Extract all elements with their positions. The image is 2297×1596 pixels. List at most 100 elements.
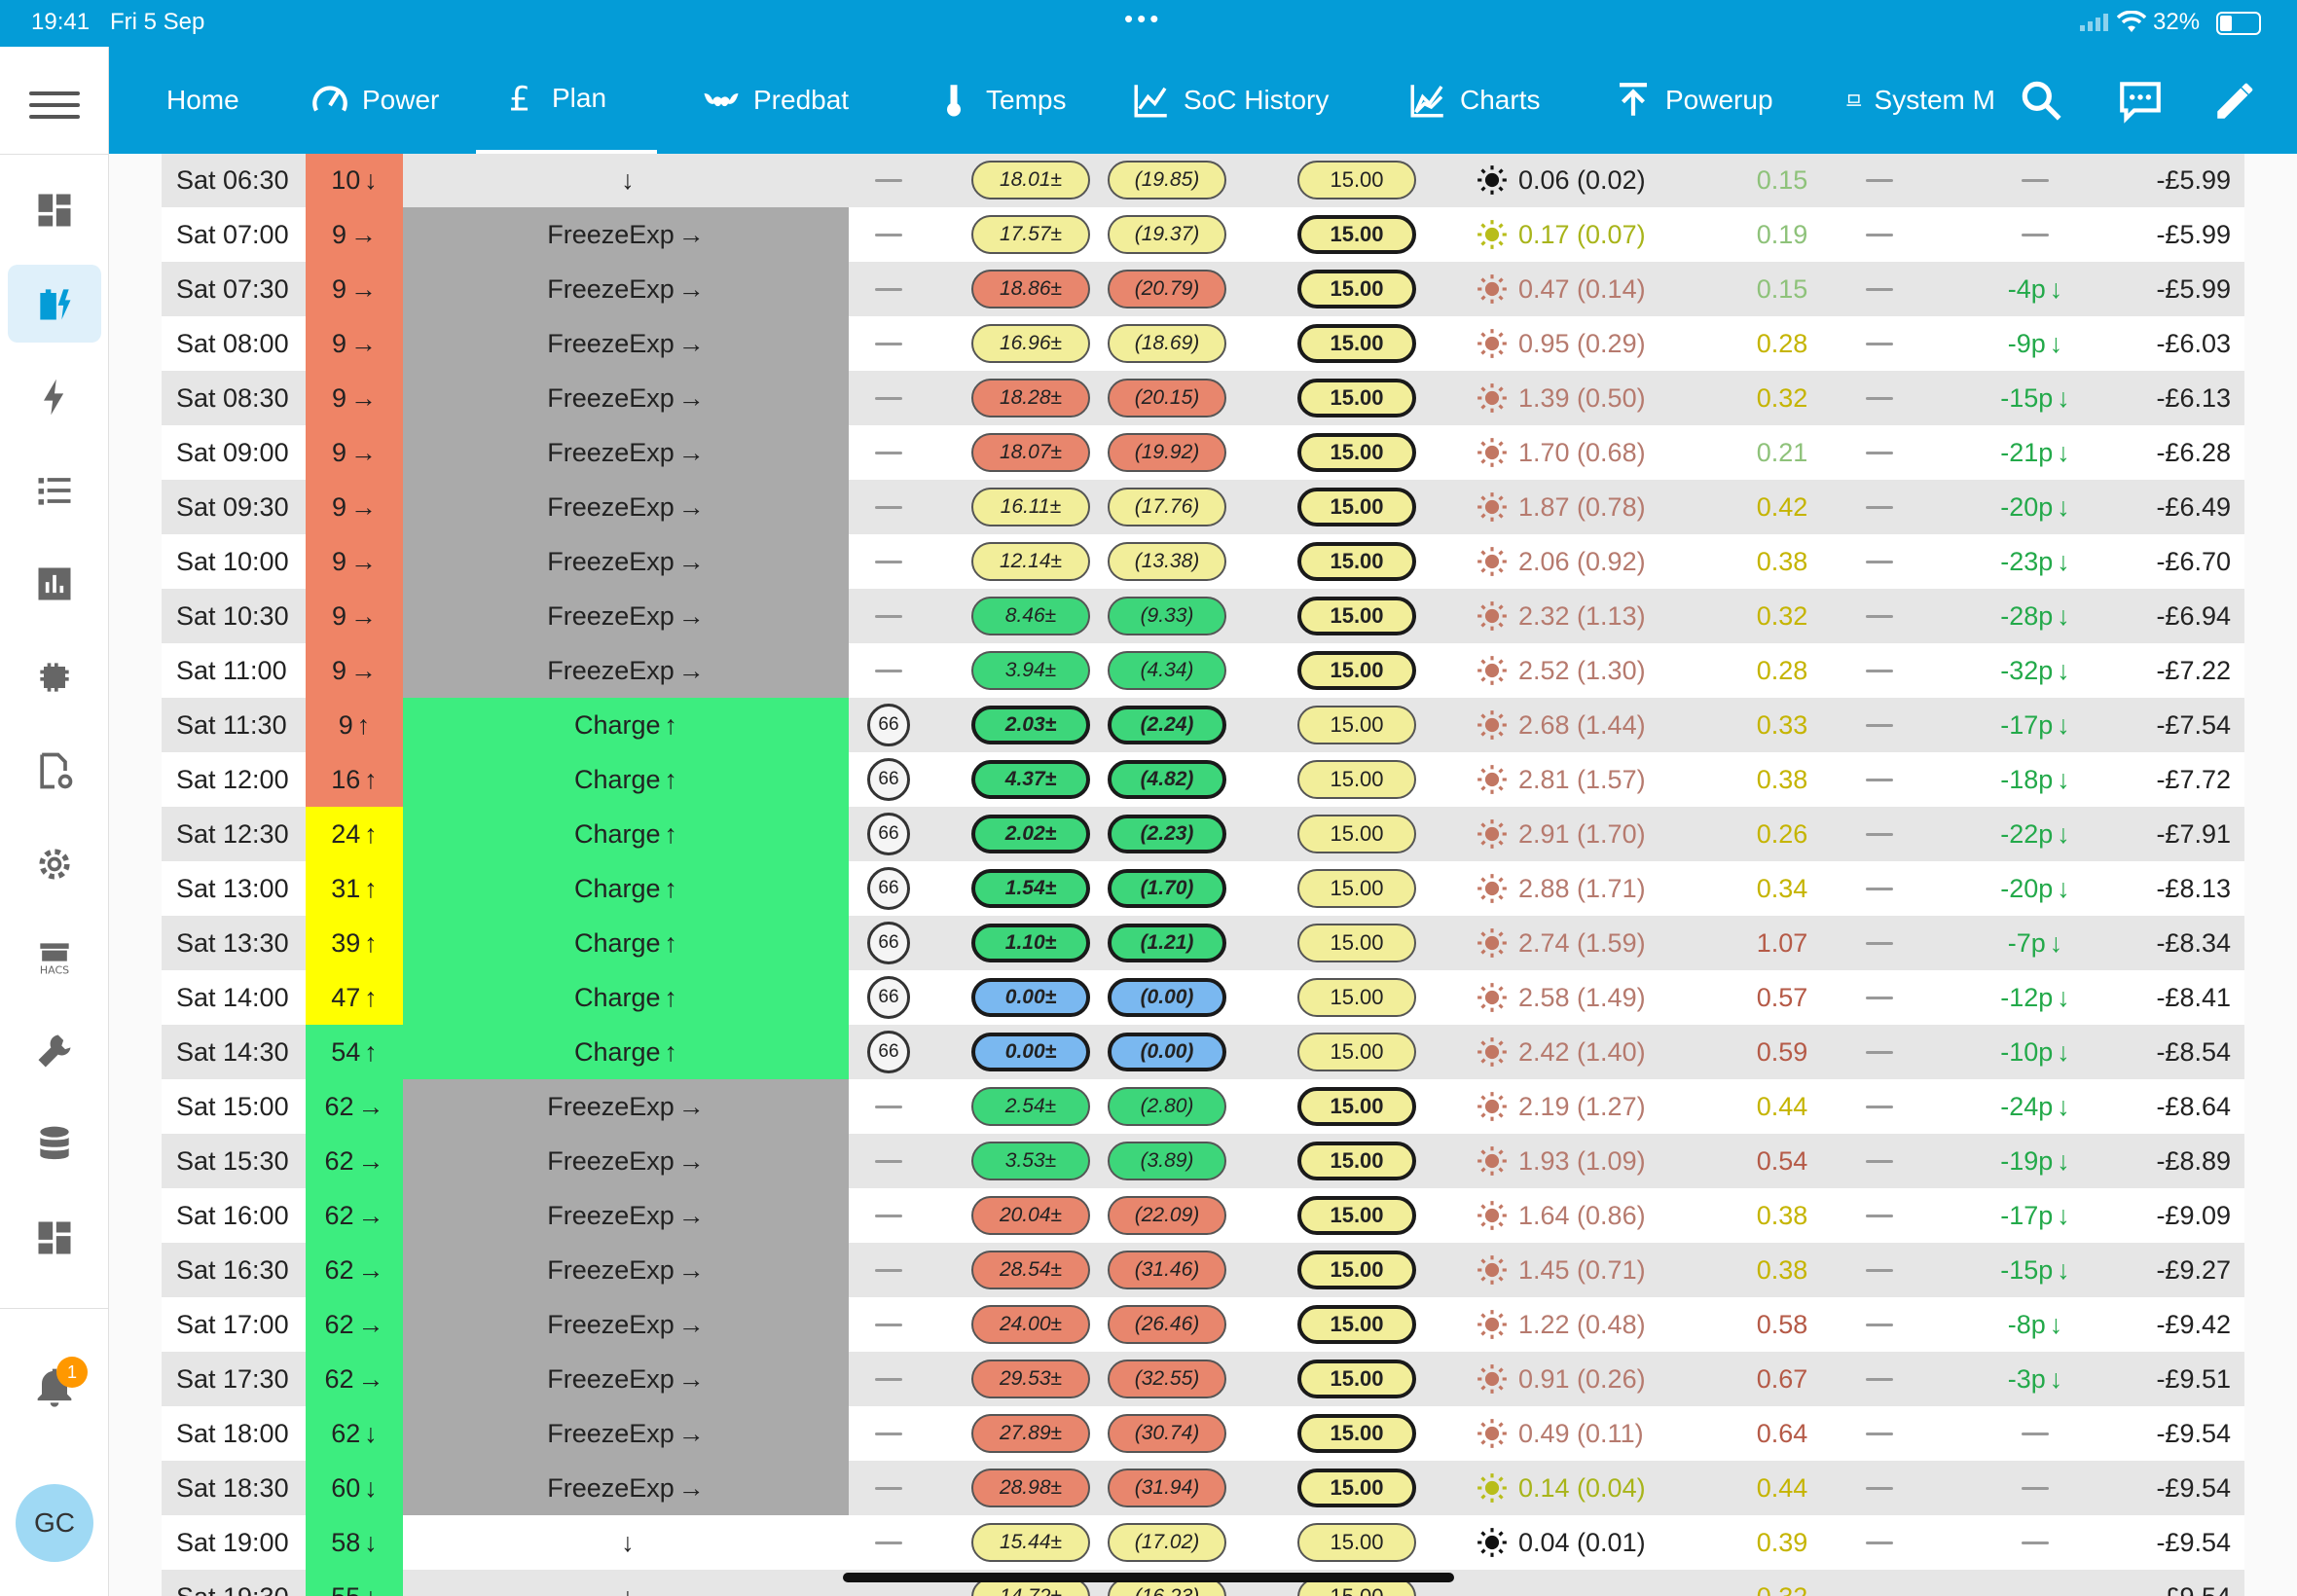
- cost-value: -7p: [2007, 927, 2046, 958]
- dash-icon: [1866, 778, 1893, 781]
- cost-cell: -8p ↓: [1962, 1297, 2108, 1352]
- tab-power[interactable]: Power: [286, 47, 462, 154]
- state-cell: Charge ↑: [403, 1025, 849, 1079]
- soc-cell: 9 →: [306, 316, 403, 371]
- car-cell: [1836, 861, 1923, 916]
- cost-cell: -7p ↓: [1962, 916, 2108, 970]
- home-indicator[interactable]: [843, 1573, 1454, 1582]
- sidebar-item-energy[interactable]: [8, 358, 101, 436]
- state-arrow-icon: ↑: [664, 873, 678, 903]
- export-limit-cell: 15.00: [1296, 1406, 1417, 1461]
- multitask-dots-icon[interactable]: •••: [1124, 4, 1163, 33]
- state-arrow-icon: →: [677, 382, 705, 413]
- dash-icon: [1866, 233, 1893, 236]
- state-arrow-icon: →: [677, 437, 705, 467]
- import-rate-cell: 8.46±: [967, 589, 1094, 643]
- time-cell: Sat 12:30: [162, 807, 306, 861]
- soc-arrow-icon: ↑: [356, 709, 371, 740]
- export-rate-pill: (32.55): [1108, 1360, 1226, 1398]
- pv-forecast-cell: 0.95 (0.29): [1466, 316, 1699, 371]
- sidebar-item-file-settings[interactable]: [8, 732, 101, 810]
- export-rate-pill: (3.89): [1108, 1142, 1226, 1180]
- export-rate-cell: (0.00): [1104, 970, 1230, 1025]
- time-cell: Sat 09:30: [162, 480, 306, 534]
- plan-table: Sat 06:30 10 ↓ ↓ 18.01± (19.85) 15.00 0.06 (0.0…: [162, 154, 2244, 1596]
- limit-cell: [849, 589, 929, 643]
- gear-icon: [39, 849, 70, 880]
- tab-charts[interactable]: Charts: [1384, 47, 1563, 154]
- tab-home[interactable]: Home: [143, 47, 263, 154]
- load-value: 0.67: [1756, 1363, 1808, 1394]
- tab-plan[interactable]: £ Plan: [476, 47, 657, 154]
- car-cell: [1836, 1297, 1923, 1352]
- tab-powerup[interactable]: Powerup: [1589, 47, 1797, 154]
- import-rate-pill: 20.04±: [971, 1196, 1090, 1235]
- menu-icon[interactable]: [29, 86, 80, 125]
- state-cell: FreezeExp →: [403, 262, 849, 316]
- top-toolbar: Home Power £ Plan Predbat Temps SoC Hist…: [109, 47, 2297, 154]
- dash-icon: [1866, 1214, 1893, 1217]
- car-cell: [1836, 807, 1923, 861]
- tab-predbat[interactable]: Predbat: [677, 47, 872, 154]
- load-value: 0.15: [1756, 273, 1808, 304]
- export-rate-pill: (19.85): [1108, 161, 1226, 200]
- state-label: Charge: [573, 709, 661, 740]
- sidebar-item-tools[interactable]: [8, 1012, 101, 1090]
- time-label: Sat 12:30: [176, 818, 289, 849]
- car-cell: [1836, 1188, 1923, 1243]
- limit-cell: [849, 1352, 929, 1406]
- pv-forecast-value: 2.68 (1.44): [1518, 709, 1646, 740]
- dash-icon: [1866, 396, 1893, 400]
- sidebar-item-dashboard-2[interactable]: [8, 1199, 101, 1277]
- sidebar-item-hacs[interactable]: HACS: [8, 919, 101, 997]
- time-label: Sat 07:00: [176, 219, 289, 249]
- import-rate-pill: 18.07±: [971, 433, 1090, 472]
- load-value: 0.32: [1756, 382, 1808, 413]
- total-cost-cell: -£5.99: [2118, 262, 2235, 316]
- limit-badge: 66: [867, 704, 910, 746]
- database-icon: [40, 1126, 69, 1160]
- import-rate-pill: 15.44±: [971, 1523, 1090, 1562]
- sidebar-item-dashboard[interactable]: [8, 171, 101, 249]
- time-label: Sat 08:30: [176, 382, 289, 413]
- dash-icon: [875, 1323, 902, 1326]
- export-rate-cell: (20.15): [1104, 371, 1230, 425]
- sidebar-divider: [0, 154, 109, 155]
- sun-icon: [1477, 874, 1507, 903]
- export-limit-cell: 15.00: [1296, 480, 1417, 534]
- edit-pencil-icon[interactable]: [2211, 76, 2260, 125]
- pv-forecast-cell: 2.58 (1.49): [1466, 970, 1699, 1025]
- dash-icon: [2022, 1432, 2049, 1435]
- pv-forecast-value: 1.22 (0.48): [1518, 1309, 1646, 1339]
- tab-label: Home: [166, 85, 239, 115]
- state-arrow-icon: →: [677, 1091, 705, 1121]
- tab-system-monitor[interactable]: System M: [1822, 47, 1995, 154]
- sidebar-item-database[interactable]: [8, 1106, 101, 1183]
- total-cost-value: -£8.89: [2156, 1145, 2231, 1176]
- time-label: Sat 10:00: [176, 546, 289, 576]
- export-limit-cell: 15.00: [1296, 1188, 1417, 1243]
- export-limit-cell: 15.00: [1296, 589, 1417, 643]
- cost-value: -10p: [2000, 1036, 2054, 1067]
- avatar[interactable]: GC: [16, 1484, 93, 1562]
- car-cell: [1836, 1243, 1923, 1297]
- sidebar-item-settings[interactable]: [8, 825, 101, 903]
- import-rate-pill: 1.10±: [971, 924, 1090, 962]
- state-label: Charge: [573, 982, 661, 1012]
- state-label: FreezeExp: [547, 273, 675, 304]
- tab-soc-history[interactable]: SoC History: [1108, 47, 1352, 154]
- export-rate-cell: (17.76): [1104, 480, 1230, 534]
- search-icon[interactable]: [2017, 76, 2065, 125]
- time-cell: Sat 10:00: [162, 534, 306, 589]
- assist-chat-icon[interactable]: [2116, 76, 2165, 125]
- sidebar-item-battery[interactable]: [8, 265, 101, 343]
- export-rate-cell: (18.69): [1104, 316, 1230, 371]
- tab-temps[interactable]: Temps: [910, 47, 1089, 154]
- time-label: Sat 16:30: [176, 1254, 289, 1285]
- dash-icon: [1866, 342, 1893, 345]
- sidebar-item-logbook[interactable]: [8, 452, 101, 529]
- soc-cell: 9 ↑: [306, 698, 403, 752]
- sidebar-item-history[interactable]: [8, 545, 101, 623]
- sidebar-item-chip[interactable]: [8, 638, 101, 716]
- state-cell: ↓: [403, 1570, 849, 1596]
